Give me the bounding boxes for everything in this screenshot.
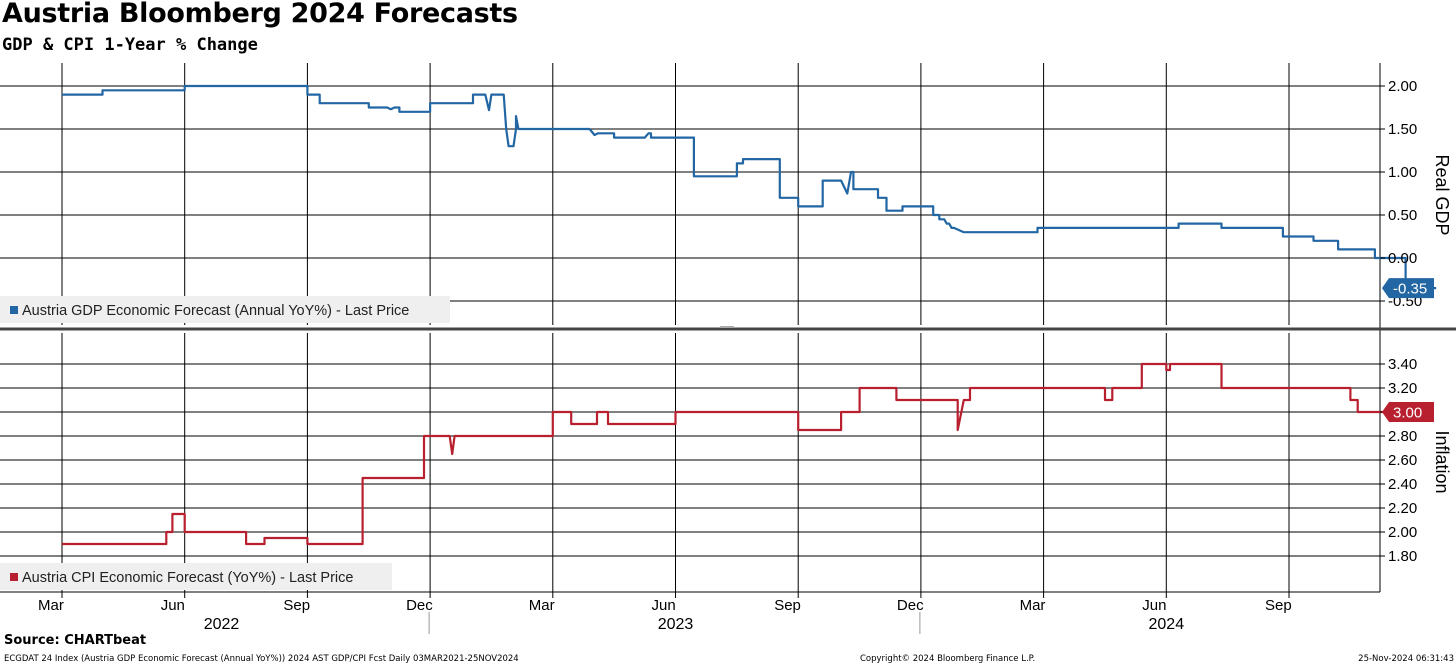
cpi-y-tick-label: 1.80 [1388,548,1417,565]
gdp-legend-box [0,296,450,323]
bottom-panel-grid [0,333,1380,592]
y-axes: 2.001.501.000.500.00-0.503.403.203.002.8… [1380,78,1452,565]
gdp-series-line [62,84,1437,290]
year-label: 2023 [658,616,694,633]
x-tick-label: Jun [1142,597,1166,614]
cpi-y-tick-label: 2.80 [1388,428,1417,445]
year-label: 2024 [1149,616,1185,633]
gdp-y-tick-label: 1.50 [1388,121,1417,138]
cpi-y-tick-label: 2.40 [1388,476,1417,493]
page-title: Austria Bloomberg 2024 Forecasts [2,0,518,29]
x-tick-label: Sep [1265,597,1292,614]
cpi-y-tick-label: 3.20 [1388,380,1417,397]
panel-resize-handle [720,326,734,328]
x-tick-label: Sep [774,597,801,614]
cpi-legend-box [0,563,392,590]
x-tick-label: Mar [38,597,64,614]
year-label: 2022 [204,616,240,633]
gdp-legend-label: Austria GDP Economic Forecast (Annual Yo… [22,303,409,319]
gdp-last-value-marker [1382,278,1434,299]
source-note: Source: CHARTbeat [4,633,147,648]
cpi-axis-title: Inflation [1432,430,1452,493]
x-tick-label: Dec [897,597,924,614]
footer-description: ECGDAT 24 Index (Austria GDP Economic Fo… [4,654,519,664]
gdp-y-tick-label: 0.50 [1388,207,1417,224]
legends: Austria GDP Economic Forecast (Annual Yo… [0,296,450,590]
cpi-y-tick-label: 2.60 [1388,452,1417,469]
cpi-y-tick-label: 3.40 [1388,356,1417,373]
footer-timestamp: 25-Nov-2024 06:31:43 [1358,654,1454,664]
gdp-last-value-label: -0.35 [1393,281,1427,298]
x-tick-label: Dec [406,597,433,614]
cpi-y-tick-label: 2.00 [1388,524,1417,541]
cpi-last-value-marker [1382,402,1434,422]
cpi-legend-label: Austria CPI Economic Forecast (YoY%) - L… [22,570,353,586]
cpi-legend-swatch [10,573,18,581]
x-tick-label: Mar [529,597,555,614]
cpi-last-value-label: 3.00 [1393,405,1422,422]
x-tick-label: Mar [1020,597,1046,614]
gdp-y-tick-label: 0.00 [1388,250,1417,267]
gdp-legend-swatch [10,306,18,314]
series-lines [62,84,1437,546]
cpi-series-line [62,362,1412,546]
panel-frames [0,63,1456,593]
gdp-y-tick-label: 1.00 [1388,164,1417,181]
x-tick-label: Jun [652,597,676,614]
gdp-axis-title: Real GDP [1432,154,1452,235]
top-panel-grid [0,63,1380,325]
x-tick-label: Sep [283,597,310,614]
page-subtitle: GDP & CPI 1-Year % Change [2,35,258,55]
footer-copyright: Copyright© 2024 Bloomberg Finance L.P. [860,654,1036,664]
cpi-y-tick-label: 2.20 [1388,500,1417,517]
x-tick-label: Jun [161,597,185,614]
chart-area: Austria GDP Economic Forecast (Annual Yo… [0,63,1456,634]
gdp-y-tick-label: 2.00 [1388,78,1417,95]
x-axis: Mar Jun Sep Dec Mar Jun Sep Dec Mar Jun Sep 2022 202… [38,592,1292,634]
